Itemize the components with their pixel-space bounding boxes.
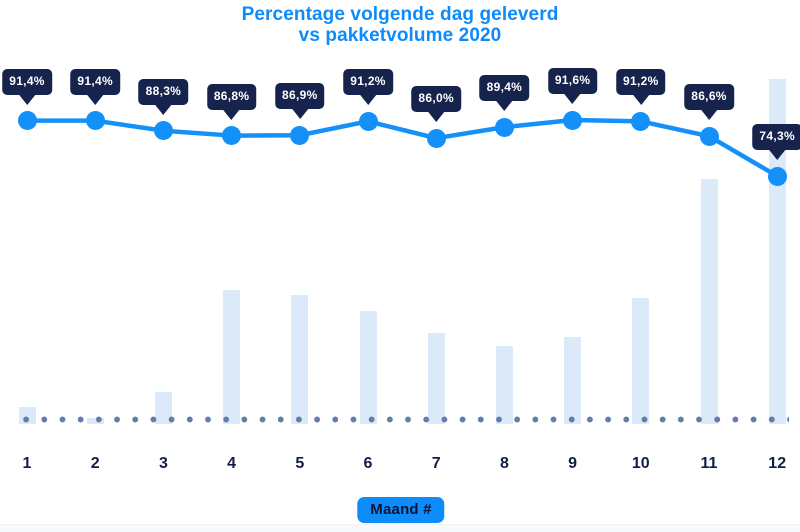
bar-month-11	[700, 179, 718, 424]
x-tick-label-9: 9	[568, 455, 578, 472]
data-point-month-9	[563, 110, 583, 130]
bar-month-4	[223, 290, 241, 424]
data-label-month-11: 86,6%	[684, 84, 734, 121]
data-point-month-2	[85, 111, 105, 131]
x-tick-label-11: 11	[700, 455, 718, 472]
x-axis-title-badge[interactable]: Maand #	[357, 497, 445, 523]
data-label-month-7: 86,0%	[411, 86, 461, 123]
data-point-month-3	[153, 121, 173, 141]
x-tick-label-7: 7	[431, 455, 441, 472]
data-label-month-4: 86,8%	[206, 83, 257, 120]
data-label-month-8: 89,4%	[479, 75, 530, 112]
data-point-month-1	[17, 111, 37, 131]
data-point-month-11	[699, 126, 719, 146]
x-tick-label-3: 3	[158, 455, 168, 472]
x-axis-dotted-line	[17, 415, 789, 424]
bar-month-8	[495, 345, 513, 424]
bar-month-7	[427, 332, 445, 424]
bar-month-12	[768, 79, 786, 424]
data-label-month-5: 86,9%	[275, 83, 325, 120]
x-tick-label-4: 4	[227, 455, 237, 472]
x-tick-label-12: 12	[768, 455, 787, 472]
data-point-month-10	[631, 111, 651, 131]
data-label-month-9: 91,6%	[547, 68, 598, 105]
chart-title-line-2: vs pakketvolume 2020	[298, 25, 502, 46]
x-tick-label-8: 8	[499, 455, 509, 472]
data-label-month-10: 91,2%	[616, 69, 666, 106]
page-bottom-divider	[0, 524, 800, 532]
data-point-month-5	[290, 125, 310, 145]
data-label-month-12: 74,3%	[752, 124, 800, 161]
data-point-month-8	[494, 117, 514, 137]
bar-month-9	[564, 337, 582, 424]
data-point-month-6	[358, 111, 378, 131]
line-path	[24, 117, 780, 179]
bar-month-5	[291, 294, 309, 424]
x-tick-label-5: 5	[295, 455, 305, 472]
data-point-month-7	[426, 128, 446, 148]
data-label-month-3: 88,3%	[138, 78, 189, 115]
bar-month-10	[632, 298, 650, 424]
x-tick-label-6: 6	[363, 455, 373, 472]
data-point-month-12	[767, 166, 787, 186]
data-label-month-2: 91,4%	[70, 68, 120, 105]
x-tick-label-2: 2	[90, 455, 100, 472]
data-label-month-6: 91,2%	[343, 69, 393, 106]
data-label-month-1: 91,4%	[2, 68, 52, 105]
x-tick-label-10: 10	[631, 455, 650, 472]
chart-title: Percentage volgende dag geleverd vs pakk…	[0, 4, 800, 46]
bar-month-6	[359, 310, 377, 424]
x-tick-label-1: 1	[22, 455, 32, 472]
chart-title-line-1: Percentage volgende dag geleverd	[241, 4, 559, 25]
data-point-month-4	[222, 126, 242, 146]
